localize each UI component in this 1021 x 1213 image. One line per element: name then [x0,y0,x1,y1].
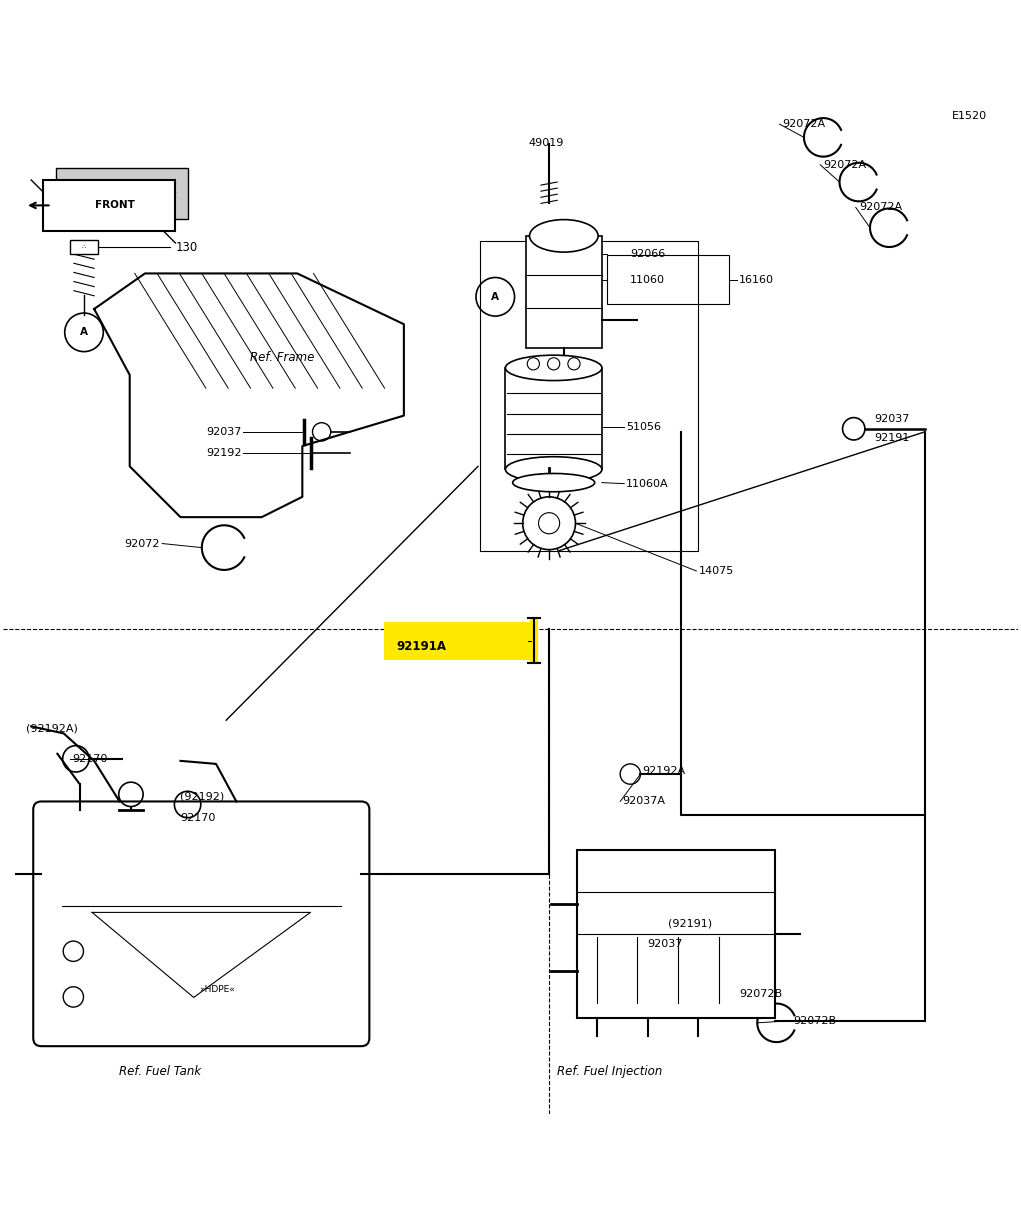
Text: 92066: 92066 [630,249,666,260]
Text: 92072A: 92072A [823,160,867,170]
Text: Ref. Fuel Tank: Ref. Fuel Tank [119,1065,201,1078]
Text: 92072: 92072 [125,539,160,548]
Text: FRONT: FRONT [95,200,135,210]
Bar [55,167,188,218]
FancyBboxPatch shape [34,802,370,1046]
Text: 92072B: 92072B [739,990,782,1000]
Bar [526,235,602,348]
Ellipse shape [513,473,594,491]
Text: Ref. Frame: Ref. Frame [250,352,314,364]
Ellipse shape [505,355,602,381]
Text: (92192A): (92192A) [27,723,78,734]
Text: 92072A: 92072A [859,203,902,212]
Text: 92037: 92037 [206,427,241,437]
Text: (92191): (92191) [668,918,712,928]
Text: 92192: 92192 [206,448,241,459]
Bar [69,240,98,255]
Bar [505,368,602,469]
Text: 51056: 51056 [626,422,662,432]
Text: (92192): (92192) [181,791,225,802]
Ellipse shape [530,220,598,252]
Text: 11060: 11060 [630,274,666,285]
Text: 92037A: 92037A [622,797,666,807]
Text: »HDPE«: »HDPE« [199,985,235,995]
Text: 92192A: 92192A [642,765,686,776]
Text: 92072A: 92072A [783,119,826,129]
Text: ∴: ∴ [82,244,86,250]
Bar [577,850,775,1018]
Bar [480,241,698,551]
Text: 14075: 14075 [698,566,734,576]
Text: E1520: E1520 [953,110,987,121]
Polygon shape [94,273,404,517]
Ellipse shape [505,457,602,482]
Text: 92037: 92037 [647,939,683,949]
Text: 92170: 92170 [71,753,107,764]
Text: A: A [80,328,88,337]
Bar [384,622,531,660]
Text: 49019: 49019 [528,137,564,148]
Text: 92037: 92037 [874,414,910,423]
Text: 92191A: 92191A [397,639,447,653]
Bar [606,255,729,304]
Text: 16160: 16160 [739,274,774,285]
Bar [44,180,176,230]
Text: 92191: 92191 [874,433,910,443]
Text: 92170: 92170 [181,813,215,822]
Text: A: A [491,292,499,302]
Text: 130: 130 [176,240,198,254]
Circle shape [538,513,560,534]
Text: Ref. Fuel Injection: Ref. Fuel Injection [557,1065,663,1078]
Text: 11060A: 11060A [626,479,669,489]
Text: 92072B: 92072B [792,1015,836,1026]
